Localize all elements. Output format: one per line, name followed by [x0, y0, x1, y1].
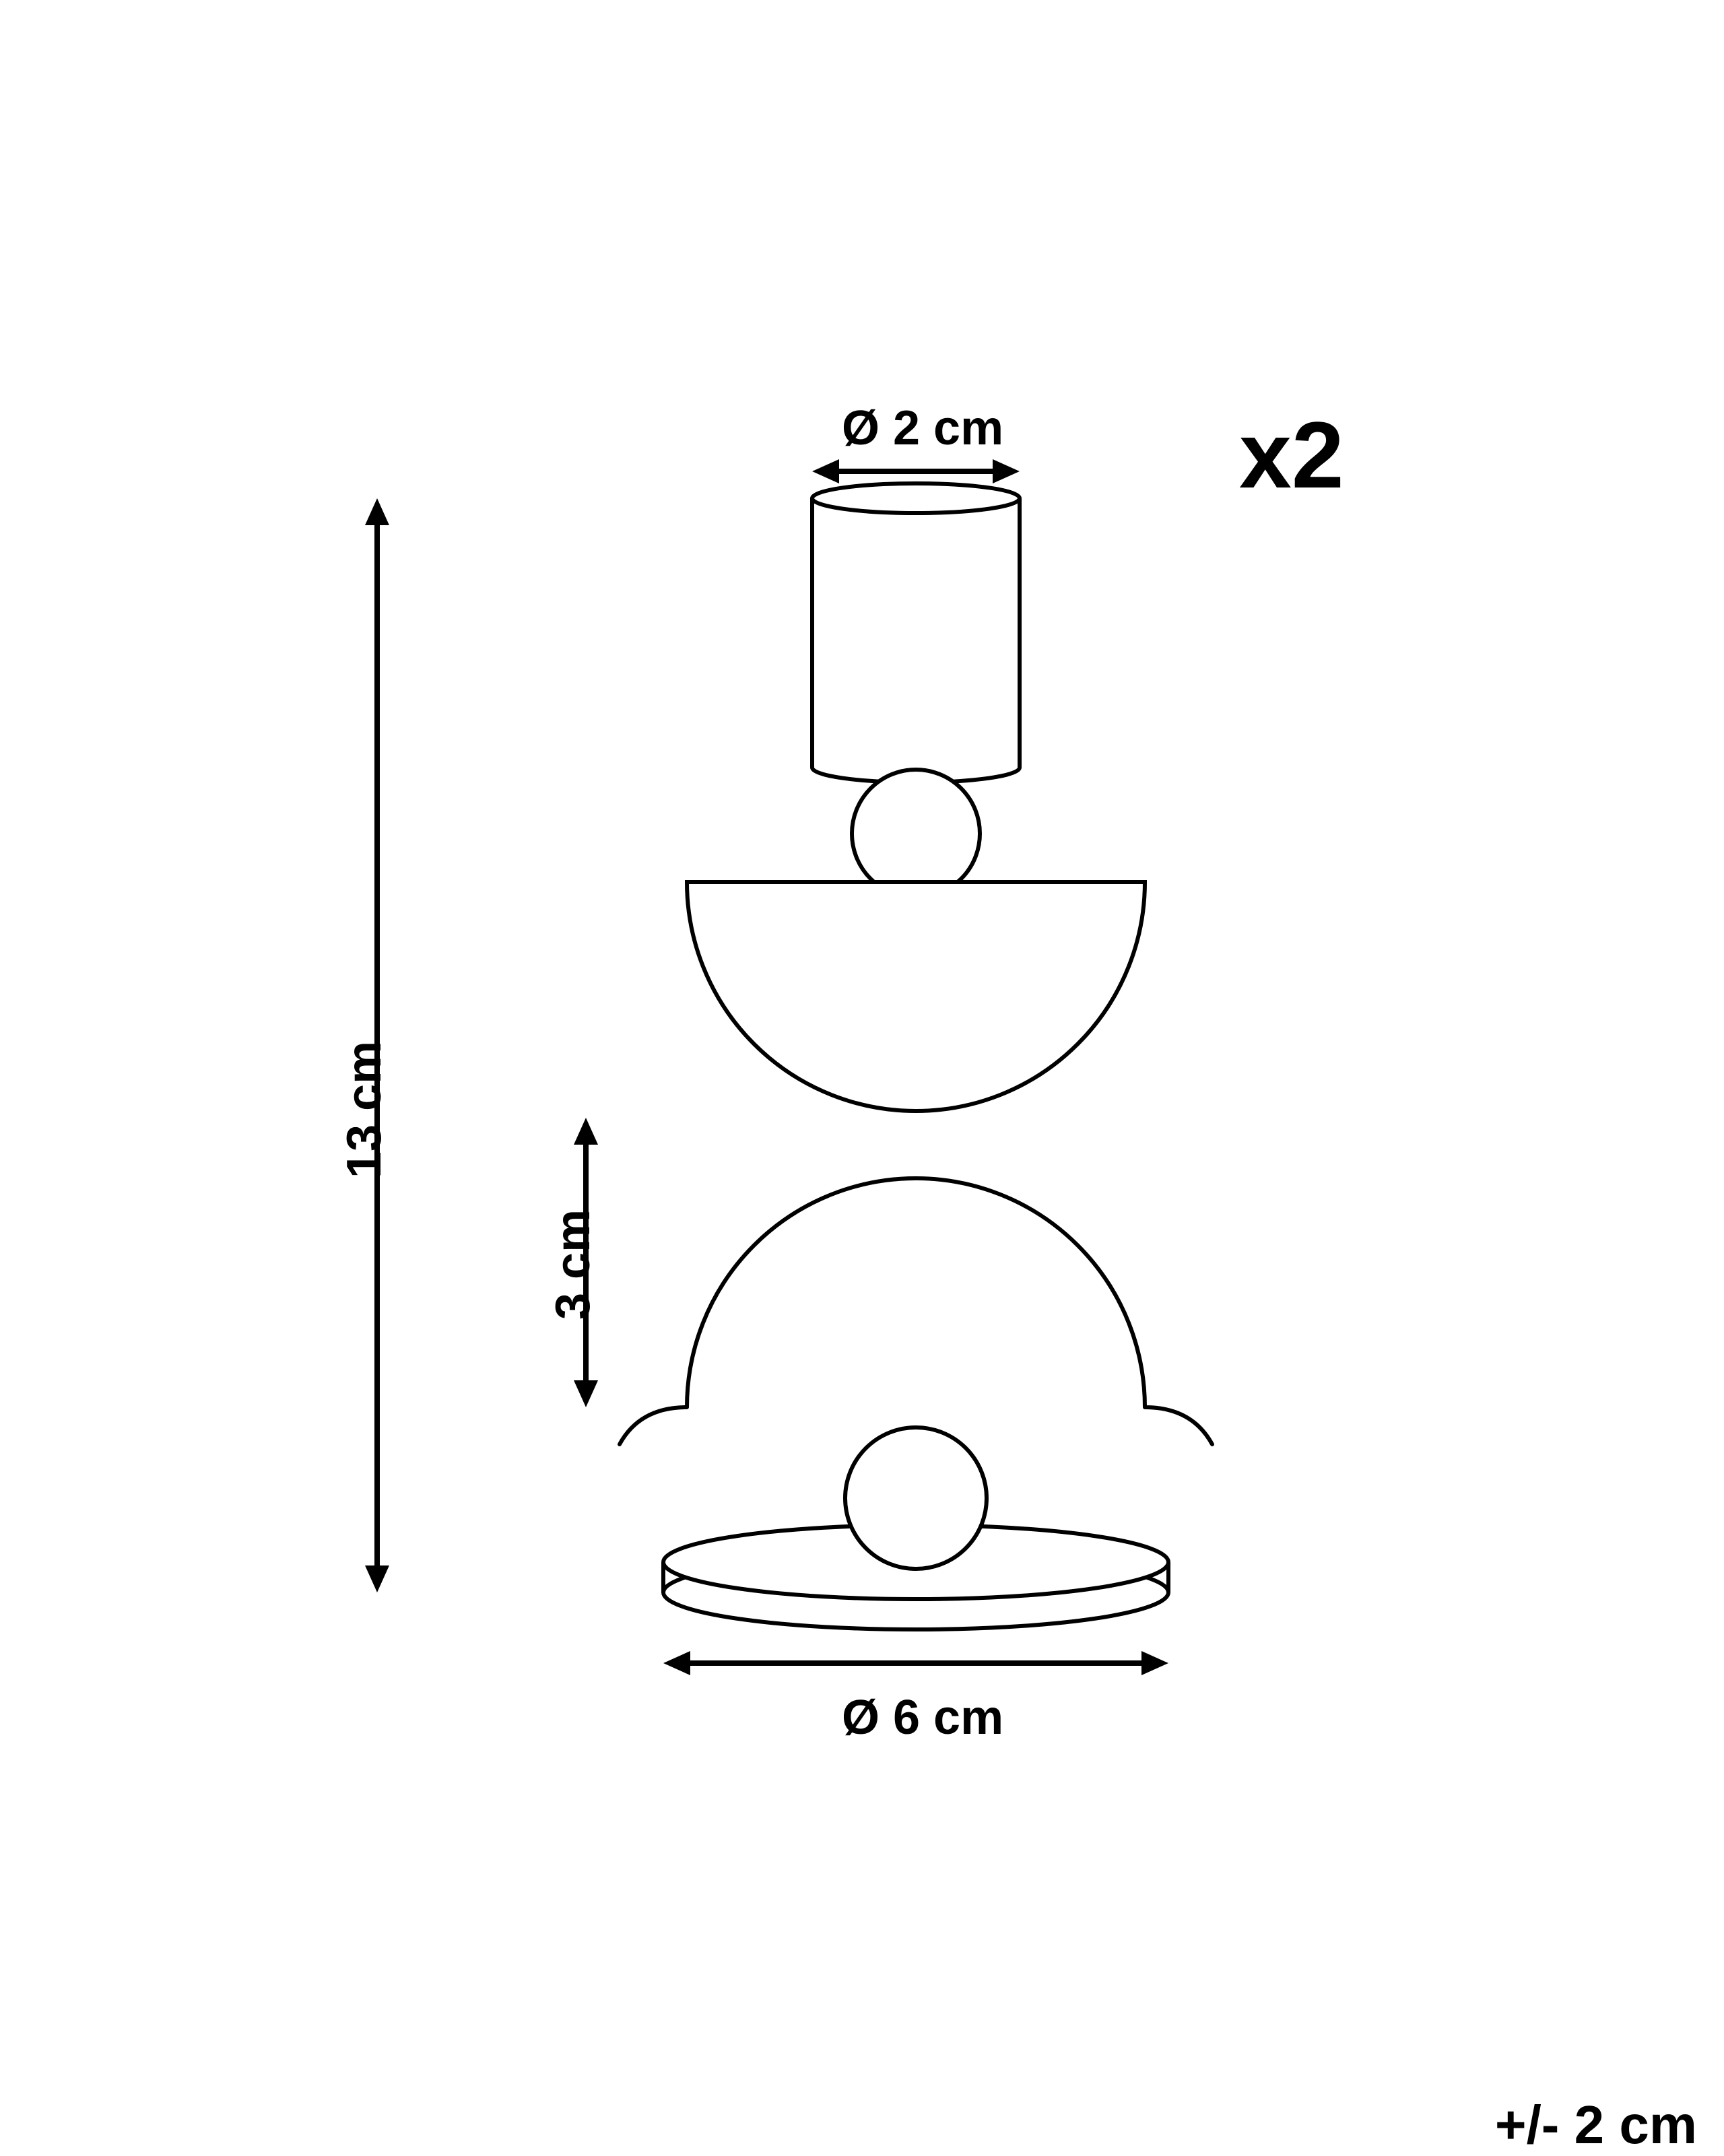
dim-label-height-dome: 3 cm [545, 1209, 601, 1320]
dim-label-height-total: 13 cm [337, 1041, 392, 1178]
diagram-stage: x2 +/- 2 cm 13 cm 3 cm Ø 2 cm Ø 6 cm [0, 0, 1724, 2155]
dim-label-diameter-base: Ø 6 cm [842, 1690, 1003, 1745]
quantity-badge: x2 [1239, 401, 1344, 510]
technical-drawing [0, 0, 1724, 2155]
dim-label-diameter-top: Ø 2 cm [842, 401, 1003, 456]
tolerance-note: +/- 2 cm [1495, 2094, 1697, 2156]
